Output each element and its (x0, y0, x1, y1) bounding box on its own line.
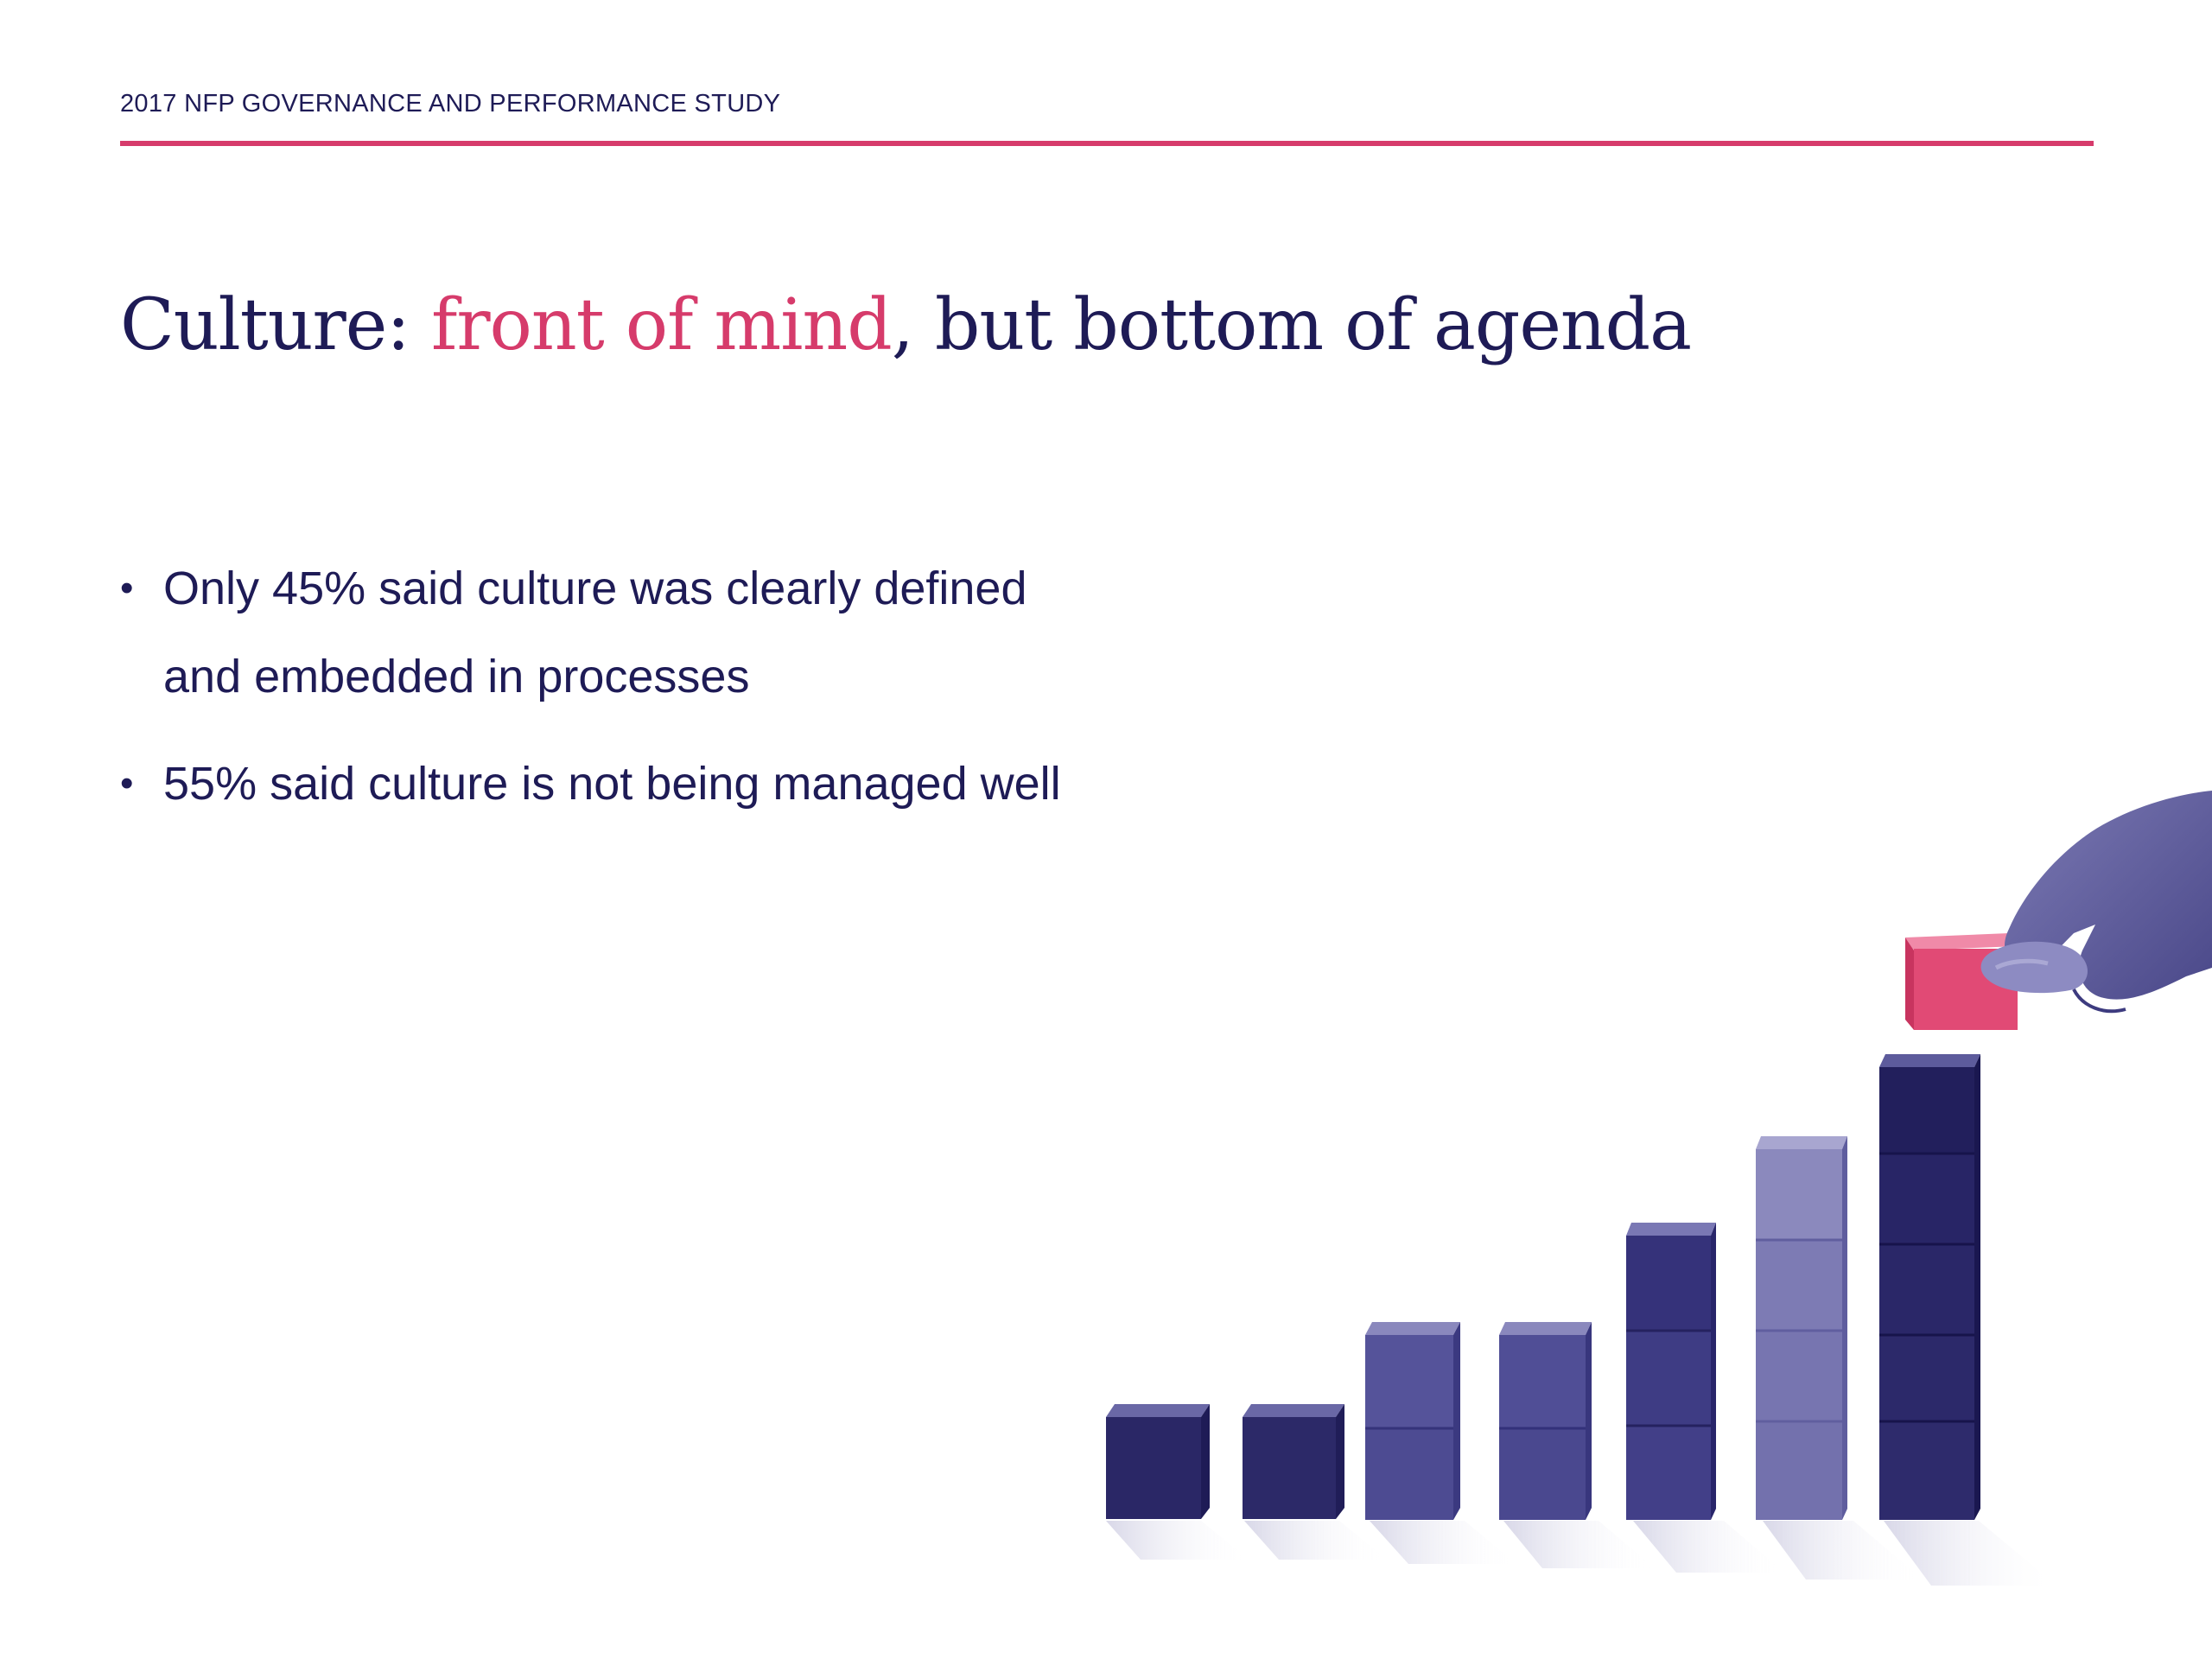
header-divider (120, 141, 2094, 146)
bullet-item: • Only 45% said culture was clearly defi… (120, 544, 1071, 721)
bullet-text: 55% said culture is not being managed we… (163, 758, 1061, 810)
bullet-text: Only 45% said culture was clearly define… (163, 563, 1027, 702)
block-stack-6 (1756, 1136, 1847, 1520)
bullet-dot-icon: • (120, 567, 134, 609)
block-stack-2 (1243, 1404, 1344, 1519)
title-suffix: , but bottom of agenda (891, 284, 1692, 366)
title-prefix: Culture: (120, 284, 431, 366)
bullet-list: • Only 45% said culture was clearly defi… (120, 544, 1071, 847)
page-title: Culture: front of mind, but bottom of ag… (120, 284, 1692, 366)
title-highlight: front of mind (430, 284, 893, 366)
block-shadows (1106, 1521, 2056, 1586)
block-stack-3 (1365, 1322, 1460, 1520)
header-label: 2017 NFP GOVERNANCE AND PERFORMANCE STUD… (120, 90, 781, 118)
block-stack-4 (1499, 1322, 1592, 1520)
bullet-item: • 55% said culture is not being managed … (120, 740, 1071, 828)
block-stack-1 (1106, 1404, 1210, 1519)
block-stack-5 (1626, 1223, 1716, 1520)
stacked-blocks-growth-icon (1106, 791, 2212, 1586)
hand-icon (1980, 791, 2212, 1014)
pink-block (1905, 933, 2018, 1030)
bullet-dot-icon: • (120, 762, 134, 804)
block-stack-7 (1879, 1054, 1980, 1520)
